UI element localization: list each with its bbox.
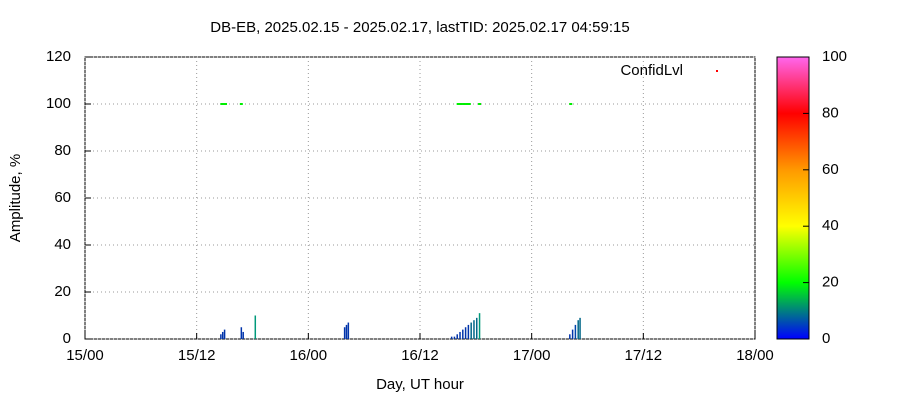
point bbox=[569, 103, 573, 105]
x-tick-label: 16/00 bbox=[290, 347, 328, 364]
point bbox=[224, 103, 228, 105]
x-tick-label: 16/12 bbox=[401, 347, 439, 364]
point bbox=[478, 103, 482, 105]
colorbar-tick-label: 80 bbox=[822, 104, 839, 121]
colorbar-tick-label: 0 bbox=[822, 330, 830, 347]
colorbar-tick-label: 60 bbox=[822, 161, 839, 178]
colorbar-tick-label: 100 bbox=[822, 48, 847, 65]
y-tick-label: 120 bbox=[46, 48, 71, 65]
x-axis-label: Day, UT hour bbox=[376, 376, 464, 393]
x-tick-label: 15/00 bbox=[66, 347, 104, 364]
point bbox=[222, 103, 226, 105]
point bbox=[239, 103, 243, 105]
x-tick-label: 18/00 bbox=[736, 347, 774, 364]
x-tick-label: 15/12 bbox=[178, 347, 216, 364]
point bbox=[467, 103, 471, 105]
colorbar-tick-label: 40 bbox=[822, 217, 839, 234]
point bbox=[459, 103, 463, 105]
legend-label: ConfidLvl bbox=[620, 62, 683, 79]
legend-marker bbox=[716, 70, 718, 72]
colorbar-tick-label: 20 bbox=[822, 274, 839, 291]
y-axis-label: Amplitude, % bbox=[7, 154, 24, 242]
y-tick-label: 0 bbox=[63, 330, 71, 347]
x-tick-label: 17/00 bbox=[513, 347, 551, 364]
y-tick-label: 80 bbox=[54, 142, 71, 159]
point bbox=[456, 103, 460, 105]
point bbox=[462, 103, 466, 105]
point bbox=[220, 103, 224, 105]
chart-title: DB-EB, 2025.02.15 - 2025.02.17, lastTID:… bbox=[210, 19, 629, 36]
point bbox=[465, 103, 469, 105]
y-tick-label: 60 bbox=[54, 189, 71, 206]
colorbar bbox=[776, 56, 810, 340]
x-tick-label: 17/12 bbox=[625, 347, 663, 364]
y-tick-label: 20 bbox=[54, 283, 71, 300]
y-tick-label: 100 bbox=[46, 95, 71, 112]
y-tick-label: 40 bbox=[54, 236, 71, 253]
